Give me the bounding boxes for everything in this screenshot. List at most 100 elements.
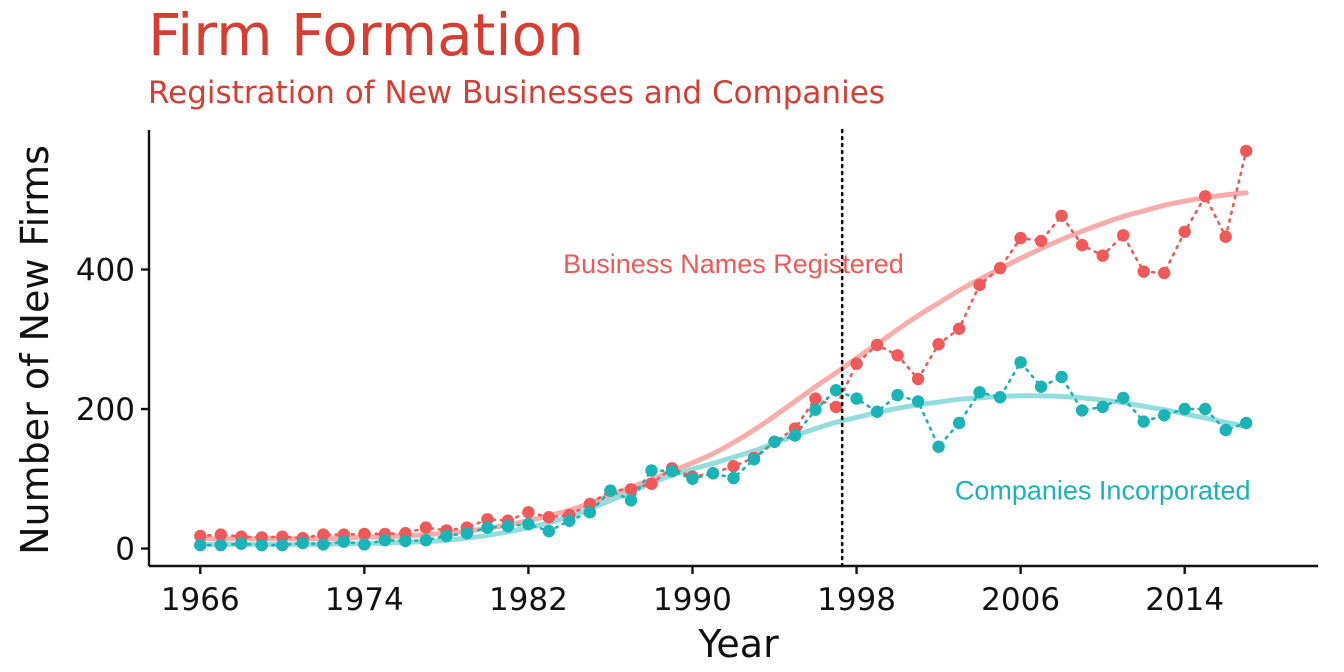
- companies-point: [276, 538, 289, 552]
- companies-point: [1137, 415, 1150, 428]
- y-tick-label: 400: [76, 253, 135, 289]
- companies-point: [727, 471, 740, 485]
- companies-point: [542, 524, 556, 538]
- companies-point: [440, 529, 453, 543]
- data-points: [194, 144, 1253, 552]
- companies-point: [665, 464, 679, 478]
- companies-point: [932, 440, 945, 453]
- companies-point: [194, 538, 207, 552]
- business-names-point: [522, 506, 535, 519]
- companies-point: [1117, 391, 1130, 405]
- business-names-point: [542, 511, 556, 524]
- business-names-point: [1034, 234, 1048, 248]
- business-names-point: [1055, 209, 1068, 222]
- companies-point: [1240, 416, 1253, 430]
- companies-point: [1199, 402, 1212, 416]
- x-tick-label: 2006: [981, 582, 1060, 618]
- companies-point: [809, 403, 822, 416]
- business-names-point: [727, 460, 740, 473]
- companies-point: [214, 538, 227, 552]
- business-names-point: [1117, 229, 1130, 242]
- companies-dotted-line: [199, 360, 1248, 547]
- companies-point: [296, 536, 309, 550]
- companies-point: [358, 538, 371, 551]
- companies-point: [501, 520, 515, 533]
- business-names-point: [1075, 238, 1089, 252]
- companies-point: [624, 494, 638, 507]
- companies-point: [1096, 400, 1109, 414]
- business-names-point: [952, 322, 966, 335]
- connecting-lines: [199, 149, 1248, 547]
- business-names-point: [809, 392, 822, 405]
- companies-point: [522, 517, 535, 531]
- business-names-point: [1137, 265, 1150, 278]
- companies-point: [911, 395, 925, 408]
- y-tick-label: 200: [76, 392, 135, 428]
- x-axis-title: Year: [697, 622, 779, 666]
- companies-point: [604, 484, 617, 497]
- chart-title: Firm Formation: [148, 1, 584, 69]
- companies-point: [686, 472, 699, 485]
- companies-point: [460, 527, 474, 540]
- business-names-point: [891, 349, 904, 362]
- business-names-point: [993, 261, 1007, 275]
- business-names-point: [911, 372, 925, 386]
- business-names-point: [870, 338, 884, 352]
- companies-point: [399, 534, 412, 548]
- business-names-point: [419, 521, 433, 534]
- companies-point: [1219, 423, 1232, 437]
- companies-point: [891, 388, 904, 402]
- companies-point: [850, 392, 863, 405]
- companies-point: [1055, 370, 1068, 384]
- companies-point: [378, 534, 392, 547]
- companies-point: [1158, 409, 1171, 422]
- business-names-point: [214, 528, 227, 541]
- business-names-point: [1240, 144, 1253, 158]
- companies-point: [829, 384, 843, 397]
- x-tick-label: 1990: [653, 582, 732, 618]
- companies-point: [1075, 404, 1089, 417]
- companies-point: [706, 467, 720, 480]
- companies-point: [973, 386, 986, 399]
- companies-point: [747, 453, 761, 466]
- business-names-point: [932, 338, 945, 351]
- companies-point: [1034, 380, 1048, 393]
- business-names-point: [1199, 190, 1212, 203]
- companies-point: [317, 538, 330, 551]
- chart-subtitle: Registration of New Businesses and Compa…: [148, 75, 885, 111]
- companies-label: Companies Incorporated: [955, 476, 1251, 506]
- y-tick-label: 0: [115, 532, 135, 568]
- companies-point: [870, 405, 884, 418]
- companies-point: [255, 538, 268, 552]
- business-names-point: [829, 400, 843, 414]
- companies-point: [419, 534, 433, 547]
- business-names-point: [358, 527, 371, 541]
- companies-point: [563, 514, 576, 527]
- business-names-point: [1178, 225, 1191, 238]
- business-names-point: [645, 477, 658, 490]
- business-names-point: [1219, 230, 1232, 243]
- axes: 1966 1974 1982 1990 1998 2006 2014 0 200 400 Year N…: [13, 130, 1318, 666]
- annotations: Business Names Registered Companies Incor…: [563, 128, 1251, 568]
- x-tick-label: 2014: [1145, 582, 1224, 618]
- business-names-point: [1096, 249, 1109, 262]
- business-names-trend-line: [197, 190, 1249, 542]
- business-names-point: [850, 357, 863, 370]
- business-names-point: [1158, 266, 1171, 280]
- business-names-label: Business Names Registered: [563, 249, 904, 279]
- business-names-point: [317, 528, 330, 541]
- companies-point: [583, 506, 597, 519]
- companies-point: [235, 537, 248, 550]
- x-tick-label: 1974: [325, 582, 404, 618]
- business-names-point: [973, 278, 986, 292]
- companies-point: [788, 429, 802, 442]
- business-names-point: [194, 529, 207, 543]
- companies-point: [1178, 402, 1191, 416]
- companies-trend-line: [197, 393, 1249, 547]
- companies-point: [645, 464, 658, 477]
- x-tick-label: 1966: [161, 582, 240, 618]
- y-axis-title: Number of New Firms: [13, 145, 57, 555]
- companies-point: [1014, 356, 1027, 369]
- companies-point: [993, 391, 1007, 404]
